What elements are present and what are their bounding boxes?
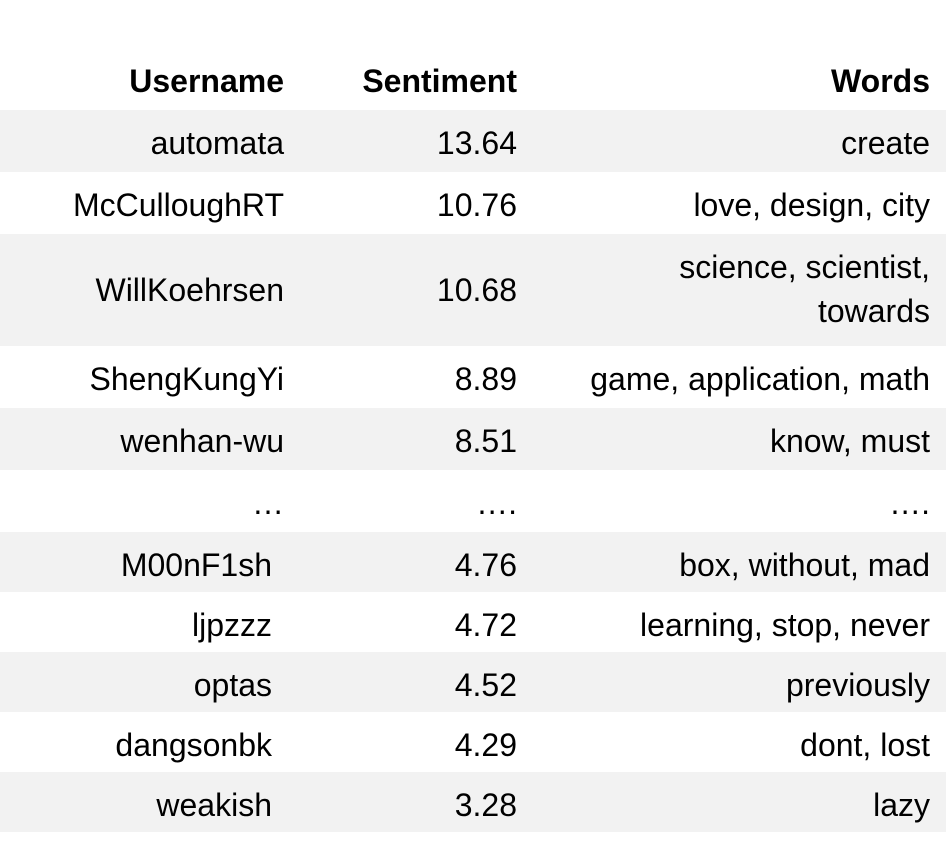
- sentiment-cell: 10.68: [436, 272, 517, 308]
- table-row: wenhan-wu 8.51 know, must: [0, 408, 946, 470]
- sentiment-cell: 4.52: [454, 667, 517, 703]
- sentiment-cell: 8.51: [454, 423, 517, 459]
- table-row: automata 13.64 create: [0, 110, 946, 172]
- username-cell: WillKoehrsen: [95, 272, 284, 308]
- header-words: Words: [831, 63, 930, 99]
- username-cell: ShengKungYi: [89, 361, 284, 397]
- words-cell: lazy: [873, 787, 930, 823]
- table-row: ljpzzz 4.72 learning, stop, never: [0, 592, 946, 652]
- username-cell: dangsonbk: [115, 727, 272, 763]
- words-cell: love, design, city: [693, 187, 930, 223]
- words-cell: box, without, mad: [679, 547, 930, 583]
- sentiment-cell: 10.76: [436, 187, 517, 223]
- words-cell-line: science, scientist,: [679, 249, 930, 285]
- username-cell: McCulloughRT: [72, 187, 284, 223]
- words-cell: game, application, math: [590, 361, 930, 397]
- words-cell: know, must: [769, 423, 930, 459]
- words-cell: previously: [785, 667, 930, 703]
- words-cell: create: [841, 125, 930, 161]
- table-row: optas 4.52 previously: [0, 652, 946, 712]
- sentiment-cell: 8.89: [454, 361, 517, 397]
- table-header-row: Username Sentiment Words: [0, 0, 946, 110]
- sentiment-cell: 3.28: [454, 787, 517, 823]
- words-cell: ….: [889, 485, 930, 521]
- sentiment-cell: 13.64: [436, 125, 517, 161]
- sentiment-cell: ….: [476, 485, 517, 521]
- table-row: dangsonbk 4.29 dont, lost: [0, 712, 946, 772]
- words-cell: science, scientist, towards: [530, 245, 930, 333]
- username-cell: wenhan-wu: [120, 423, 284, 459]
- username-cell: weakish: [156, 787, 272, 823]
- table-row-ellipsis: … …. ….: [0, 470, 946, 532]
- header-username: Username: [129, 63, 284, 99]
- words-cell-line: towards: [817, 293, 930, 329]
- table-row: WillKoehrsen 10.68 science, scientist, t…: [0, 234, 946, 346]
- username-cell: M00nF1sh: [120, 547, 272, 583]
- username-cell: …: [252, 485, 284, 521]
- sentiment-cell: 4.29: [454, 727, 517, 763]
- words-cell: dont, lost: [800, 727, 930, 763]
- words-cell: learning, stop, never: [640, 607, 930, 643]
- table-row: ShengKungYi 8.89 game, application, math: [0, 346, 946, 408]
- table-row: M00nF1sh 4.76 box, without, mad: [0, 532, 946, 592]
- username-cell: automata: [150, 125, 284, 161]
- header-sentiment: Sentiment: [362, 63, 517, 99]
- sentiment-cell: 4.76: [454, 547, 517, 583]
- table-row: weakish 3.28 lazy: [0, 772, 946, 832]
- username-cell: optas: [193, 667, 272, 703]
- sentiment-cell: 4.72: [454, 607, 517, 643]
- sentiment-table: Username Sentiment Words automata 13.64 …: [0, 0, 946, 832]
- table-row: McCulloughRT 10.76 love, design, city: [0, 172, 946, 234]
- username-cell: ljpzzz: [191, 607, 272, 643]
